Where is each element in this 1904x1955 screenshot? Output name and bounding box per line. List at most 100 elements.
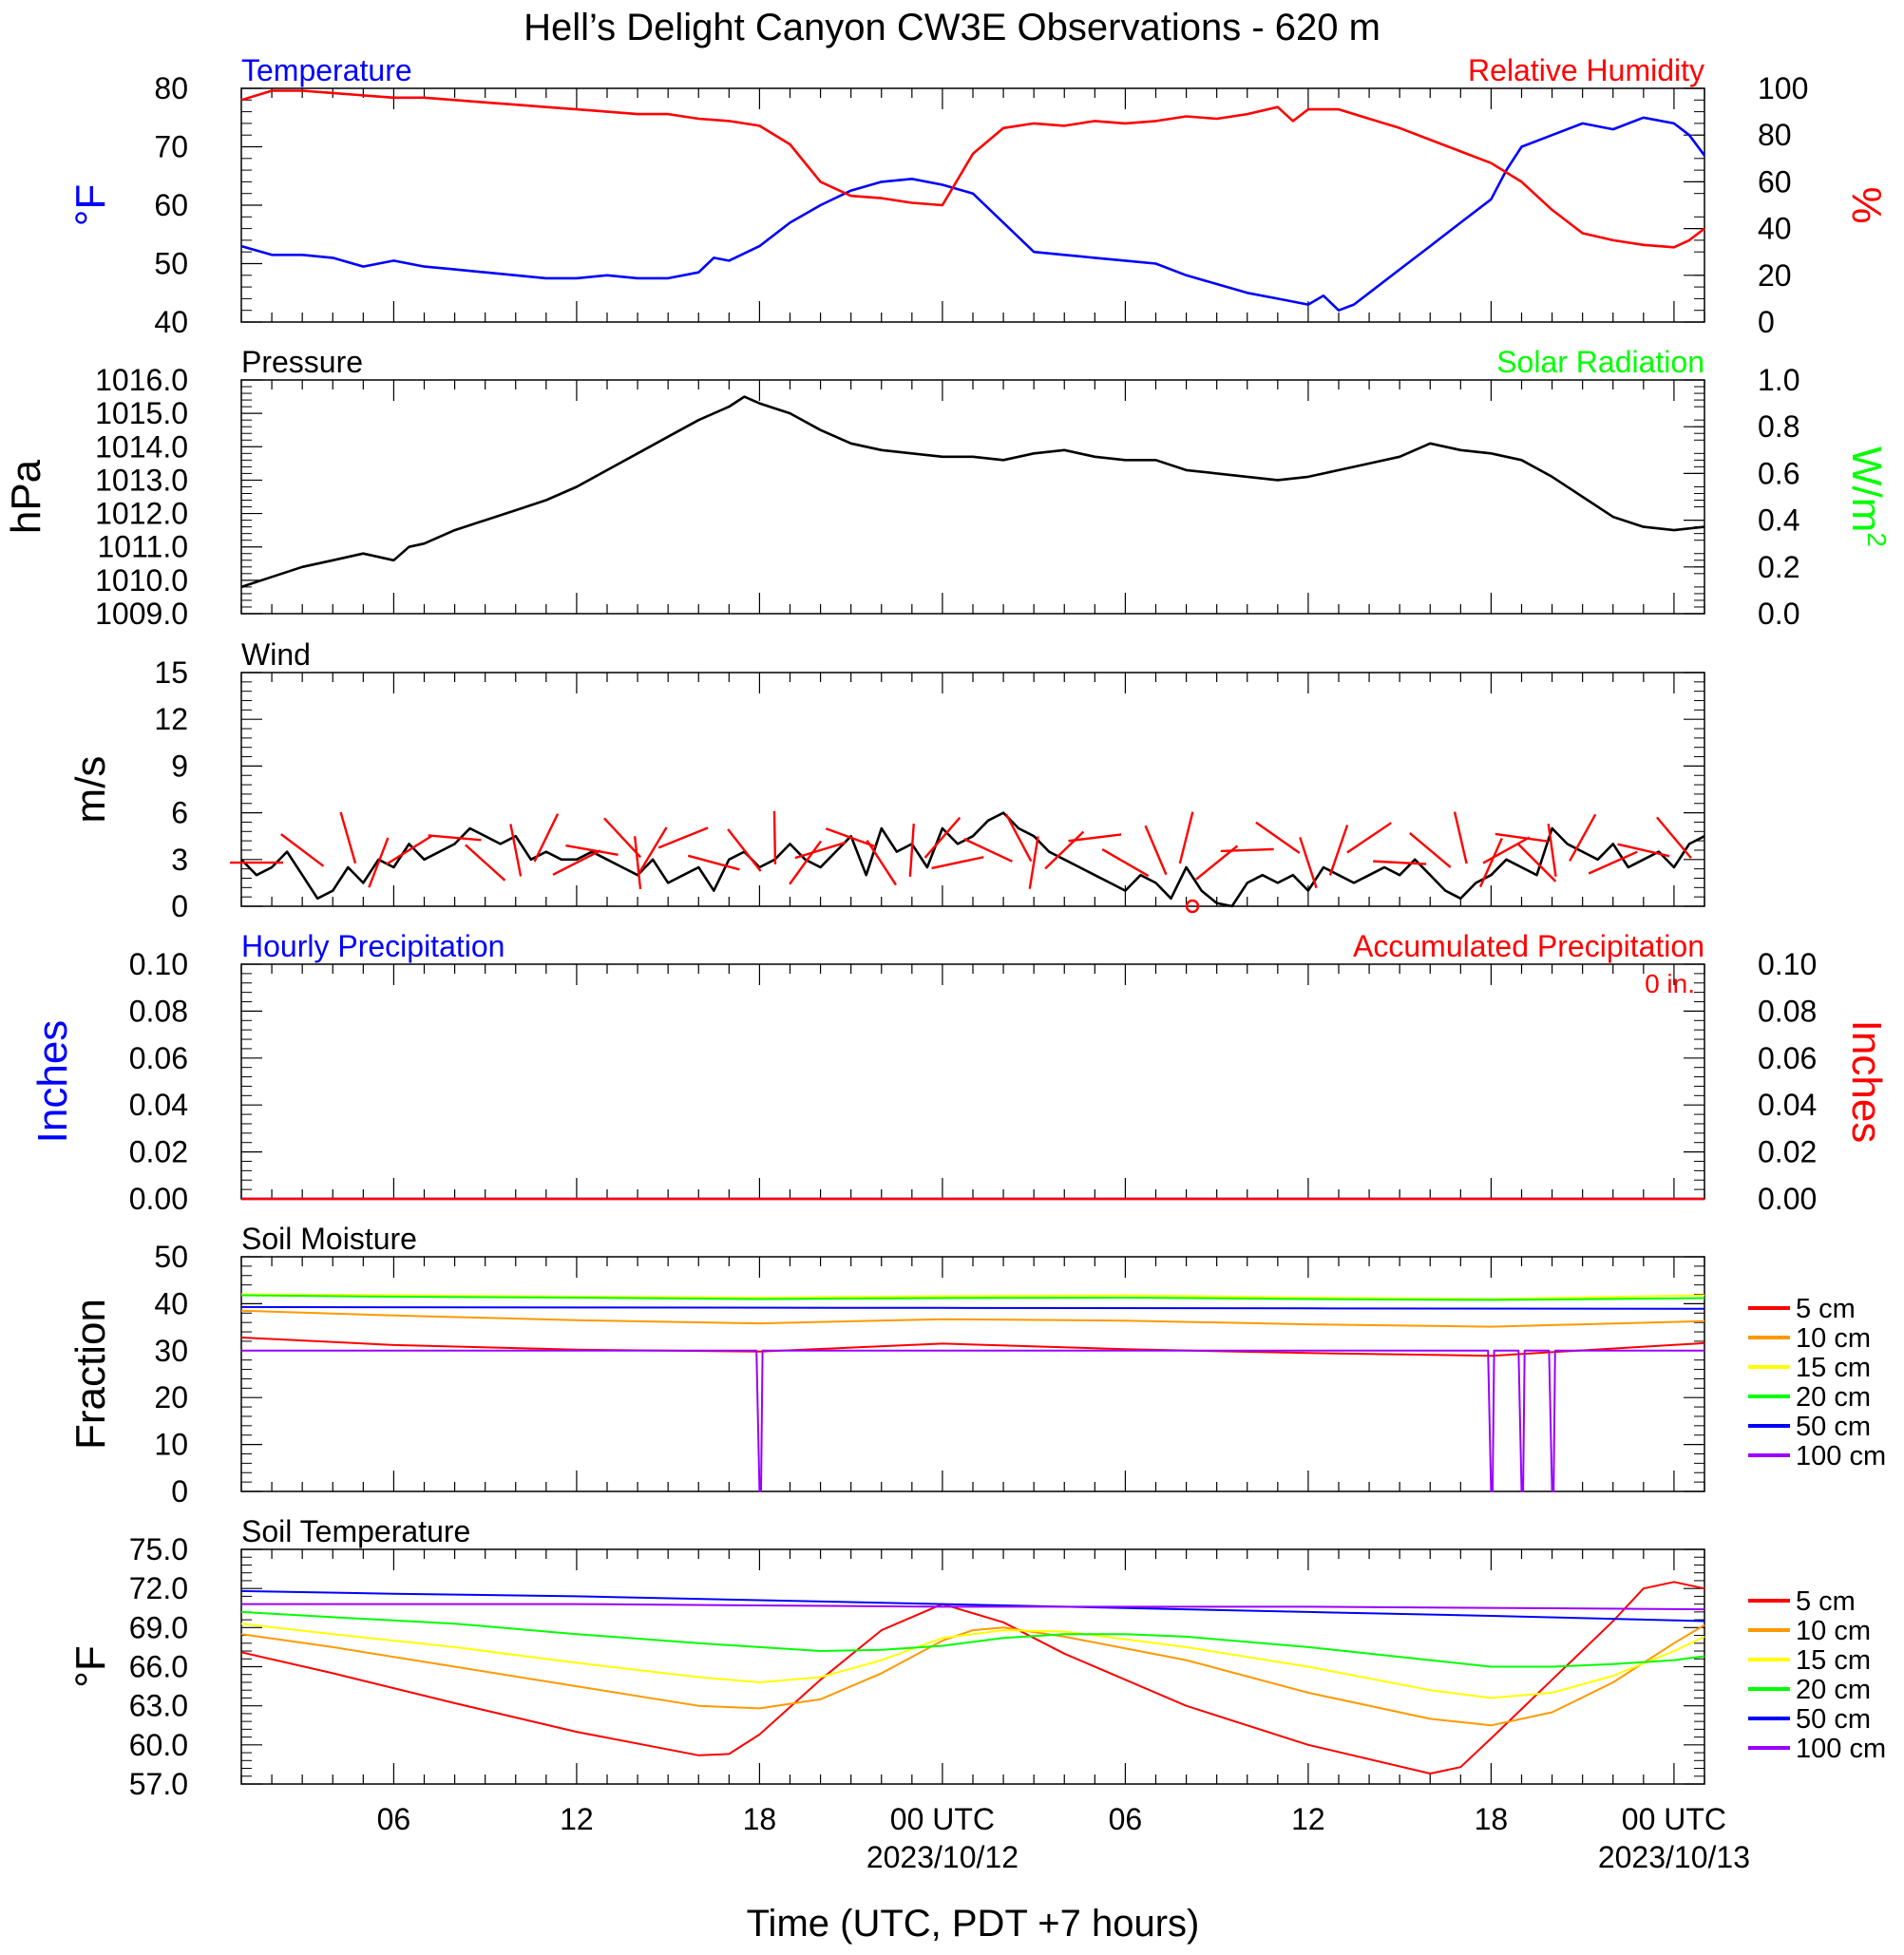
y-axis-label-right: Inches xyxy=(1843,1020,1890,1144)
wind-barb xyxy=(794,841,847,860)
y-left-tick-label: 75.0 xyxy=(129,1532,188,1566)
wind-barb xyxy=(1516,843,1557,883)
y-left-tick-label: 30 xyxy=(154,1334,188,1368)
calm-wind-marker xyxy=(1185,899,1200,914)
legend-label: 20 cm xyxy=(1796,1382,1871,1413)
y-right-tick-label: 60 xyxy=(1758,164,1792,199)
y-right-tick-label: 0.10 xyxy=(1758,947,1817,981)
y-left-tick-label: 69.0 xyxy=(129,1610,188,1644)
y-right-tick-label: 0.02 xyxy=(1758,1135,1817,1169)
wind-barb xyxy=(727,828,762,872)
panel-title-left: Wind xyxy=(241,637,311,672)
series-line xyxy=(240,1623,1705,1727)
legend-label: 100 cm xyxy=(1796,1734,1886,1764)
y-left-tick-label: 10 xyxy=(154,1428,188,1462)
wind-barb xyxy=(963,838,1013,863)
series-line xyxy=(240,1581,1705,1775)
y-right-tick-label: 0.08 xyxy=(1758,994,1817,1028)
wind-barb xyxy=(657,826,709,849)
panel-6: 57.0 60.0 63.0 66.0 69.0 72.0 75.0 Soil Tempera… xyxy=(67,1514,1886,1801)
wind-barb xyxy=(1655,816,1692,860)
wind-barb xyxy=(687,854,740,871)
panel-4: 0.00 0.02 0.04 0.06 0.08 0.10 0.00 0.02 0.04 0.06… xyxy=(29,929,1890,1216)
y-left-tick-label: 72.0 xyxy=(129,1571,188,1605)
y-left-tick-label: 9 xyxy=(171,749,188,783)
x-tick-label: 12 xyxy=(1291,1802,1325,1836)
y-left-tick-label: 15 xyxy=(154,655,188,690)
wind-barb xyxy=(1299,837,1318,889)
wind-barb xyxy=(1255,821,1301,854)
y-left-tick-label: 66.0 xyxy=(129,1650,188,1684)
x-axis-label: Time (UTC, PDT +7 hours) xyxy=(747,1903,1200,1945)
y-left-tick-label: 1014.0 xyxy=(95,429,188,464)
time-axis-labels: 06 12 18 00 UTC 2023/10/12 06 12 18 00 UTC 2023/1… xyxy=(377,1802,1750,1874)
wind-barb xyxy=(931,856,984,870)
panel-title-right: Relative Humidity xyxy=(1468,53,1704,87)
y-left-tick-label: 1016.0 xyxy=(95,363,188,397)
legend-label: 5 cm xyxy=(1796,1586,1856,1617)
y-right-tick-label: 0.4 xyxy=(1758,503,1799,538)
y-left-tick-label: 1012.0 xyxy=(95,497,188,531)
y-right-tick-label: 40 xyxy=(1758,212,1792,246)
y-left-tick-label: 3 xyxy=(171,843,188,877)
x-tick-label: 06 xyxy=(1109,1802,1143,1836)
legend-label: 100 cm xyxy=(1796,1441,1886,1471)
wind-barb xyxy=(1004,813,1033,863)
y-right-tick-label: 0.2 xyxy=(1758,550,1799,584)
wind-barb xyxy=(1482,836,1531,864)
y-axis-label-left: Inches xyxy=(29,1020,76,1144)
wind-barb xyxy=(1044,830,1085,870)
x-tick-label: 12 xyxy=(560,1802,594,1836)
y-axis-label-left: Fraction xyxy=(67,1299,114,1450)
wind-barb xyxy=(603,817,642,859)
series-line xyxy=(241,1349,1704,1492)
wind-barb xyxy=(908,823,915,877)
y-left-tick-label: 57.0 xyxy=(129,1767,188,1801)
wind-barb xyxy=(1588,850,1638,875)
panel-title-left: Hourly Precipitation xyxy=(241,929,505,963)
y-left-tick-label: 6 xyxy=(171,796,188,830)
wind-barb xyxy=(1220,847,1274,853)
series-line xyxy=(240,1305,1705,1310)
series-line xyxy=(240,811,1705,908)
legend-label: 50 cm xyxy=(1796,1704,1871,1735)
y-right-tick-label: 0.00 xyxy=(1758,1182,1817,1216)
y-left-tick-label: 0.00 xyxy=(129,1182,188,1216)
y-right-tick-label: 80 xyxy=(1758,118,1792,152)
wind-barb xyxy=(866,839,898,886)
y-axis-label-left: °F xyxy=(67,184,114,226)
y-axis-label-right: W/m2 xyxy=(1843,446,1892,547)
y-right-tick-label: 1.0 xyxy=(1758,363,1799,397)
y-left-tick-label: 0.04 xyxy=(129,1088,188,1122)
y-left-tick-label: 20 xyxy=(154,1380,188,1414)
wind-barb xyxy=(789,840,822,885)
panel-title-left: Pressure xyxy=(241,345,363,379)
panel-frame xyxy=(240,672,1705,907)
panel-1: 40 50 60 70 80 0 20 40 60 80 100 Temperature Relativ… xyxy=(67,53,1890,339)
wind-barb xyxy=(509,824,523,877)
series-line xyxy=(240,1294,1705,1301)
wind-barb xyxy=(428,834,482,842)
y-left-tick-label: 60.0 xyxy=(129,1728,188,1762)
precip-total-annotation: 0 in. xyxy=(1645,969,1695,998)
legend-label: 15 cm xyxy=(1796,1353,1871,1383)
y-left-tick-label: 1009.0 xyxy=(95,597,188,631)
y-left-tick-label: 80 xyxy=(154,71,188,105)
legend-label: 5 cm xyxy=(1796,1294,1856,1324)
wind-barb xyxy=(1373,860,1427,865)
x-tick-label: 00 UTC xyxy=(1622,1802,1726,1836)
legend-label: 10 cm xyxy=(1796,1323,1871,1354)
wind-barb xyxy=(1346,822,1392,854)
x-date-label: 2023/10/13 xyxy=(1598,1840,1750,1874)
y-left-tick-label: 1015.0 xyxy=(95,396,188,430)
wind-barb xyxy=(923,816,962,859)
wind-barb xyxy=(825,827,877,848)
wind-barb xyxy=(533,813,560,863)
y-left-tick-label: 12 xyxy=(154,702,188,736)
y-left-tick-label: 40 xyxy=(154,305,188,339)
y-left-tick-label: 50 xyxy=(154,1240,188,1274)
panel-3: 0 3 6 9 12 15 Wind m/s xyxy=(67,637,1705,923)
panel-title-right: Solar Radiation xyxy=(1496,345,1704,379)
figure-title: Hell’s Delight Canyon CW3E Observations … xyxy=(524,7,1380,48)
